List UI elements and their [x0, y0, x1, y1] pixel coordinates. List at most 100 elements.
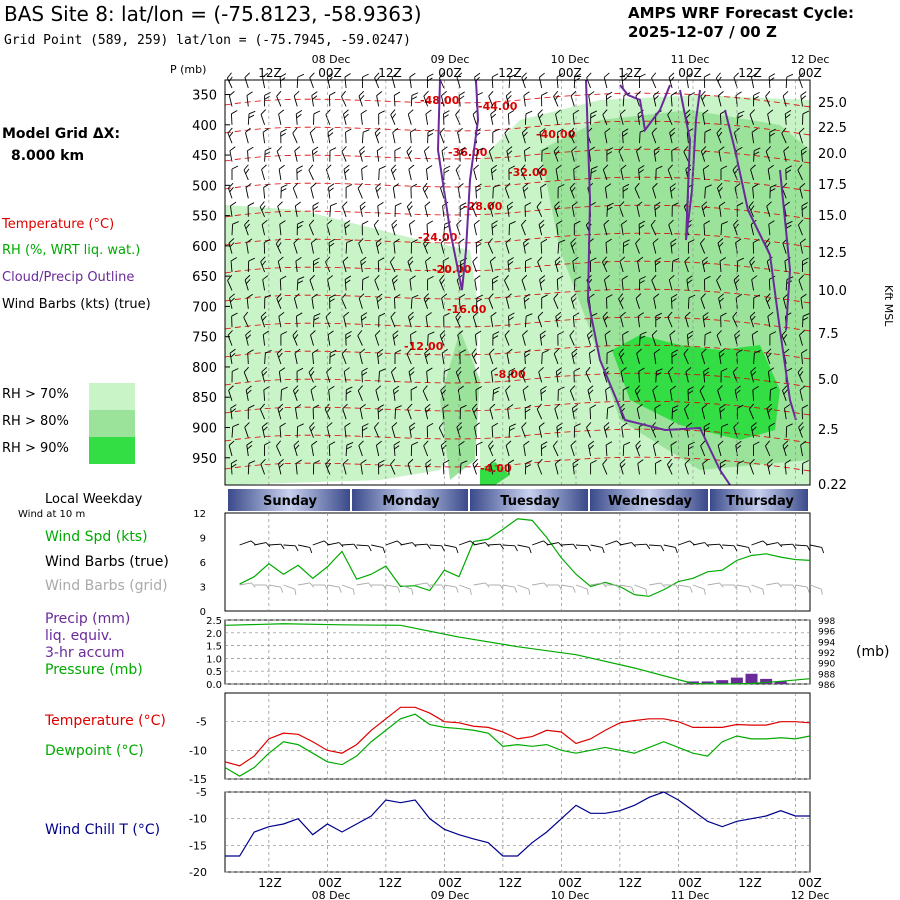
wind-barb-shaft [604, 132, 608, 144]
wind-barb [539, 128, 546, 144]
wind-barb-shaft [475, 187, 477, 199]
wind-barb-flag [296, 367, 304, 372]
wind-barb [505, 440, 512, 457]
wind-barb-flag [244, 219, 250, 226]
wind-barb [671, 147, 678, 162]
wind-barb-shaft [668, 279, 673, 291]
wind-barb-shaft [280, 389, 282, 401]
wind-barb-shaft [507, 113, 510, 125]
wind-barb-flag [329, 147, 337, 152]
wind-barb-flag [508, 312, 515, 317]
wind-barb-shaft [361, 371, 363, 383]
wind-barb-shaft [521, 224, 526, 236]
wind-barb [344, 220, 351, 236]
wind-barb-shaft [508, 426, 511, 438]
wind-barb [359, 403, 366, 420]
weekday-label: Tuesday [500, 494, 560, 509]
wind-barb-flag [379, 368, 386, 372]
wind-barb-flag [425, 312, 432, 317]
wind-barb-flag [602, 164, 609, 170]
wind-barb [619, 458, 626, 475]
wind-barb-flag [375, 76, 380, 82]
wind-barb [569, 385, 576, 401]
wind-barb-shaft [359, 408, 363, 420]
wind-barb [409, 275, 416, 291]
wind-barb [230, 201, 237, 217]
temperature-contour [224, 92, 811, 108]
surface-wind-barb-shaft [692, 542, 705, 546]
wind-barb-flag [735, 440, 742, 446]
grid-wind-barb-flag [806, 586, 810, 593]
wind-barb [621, 422, 628, 438]
wind-barb-flag [786, 73, 794, 78]
wind-barb [458, 91, 465, 107]
wind-barb-shaft [423, 243, 429, 254]
wind-barb [606, 202, 614, 217]
wind-barb [639, 73, 646, 88]
wind-barb-flag [557, 275, 564, 280]
top-date-label: 12 Dec [791, 53, 830, 66]
wind-barb-flag [278, 352, 283, 358]
weekday-label: Monday [382, 494, 440, 509]
wind-barb-shaft [230, 463, 233, 475]
wind-barb [571, 201, 578, 217]
wind-barb-shaft [752, 389, 755, 401]
wind-barb-flag [490, 109, 497, 115]
surface-wind-barb [254, 542, 271, 548]
wind-barb-flag [651, 330, 658, 336]
wind-barb [654, 201, 661, 217]
wind-barb-shaft [800, 95, 803, 107]
wind-barb-flag [734, 330, 741, 336]
wind-barb-shaft [765, 445, 771, 457]
wind-barb [458, 293, 466, 309]
wind-barb-shaft [556, 77, 559, 89]
wind-barb [752, 386, 759, 401]
wind-barb-shaft [260, 463, 266, 475]
wind-barb [504, 330, 510, 346]
wind-barb [700, 293, 706, 309]
wind-barb [720, 423, 729, 438]
wind-barb-flag [410, 183, 418, 188]
wind-barb-flag [422, 182, 428, 189]
bottom-time-tick: 12Z [618, 876, 642, 890]
wind-barb [520, 366, 526, 383]
wind-barb-shaft [749, 261, 755, 273]
wind-barb [553, 293, 559, 309]
wind-barb [390, 164, 397, 181]
wind-barb-shaft [556, 426, 559, 438]
wind-barb-flag [590, 169, 597, 174]
wind-barb-flag [656, 368, 663, 372]
wind-barb-flag [537, 311, 544, 318]
wind-barb-flag [477, 147, 484, 152]
wind-barb [537, 109, 544, 125]
wind-barb [586, 422, 592, 438]
wind-barb [423, 90, 429, 107]
wind-barb-flag [703, 371, 709, 376]
wind-barb-flag [700, 90, 706, 97]
wind-barb [361, 220, 369, 236]
wind-barb-shaft [458, 95, 461, 107]
wind-barb-flag [670, 238, 677, 244]
grid-wind-barb-flag [820, 589, 823, 595]
surface-wind-barb-shaft [502, 544, 515, 547]
wind-barb-shaft [427, 334, 429, 346]
wind-barb-shaft [637, 316, 640, 328]
wind-barb-shaft [279, 426, 282, 438]
wind-barb-flag [313, 460, 320, 464]
wind-barb-flag [297, 276, 305, 280]
wind-barb [590, 166, 598, 181]
wind-barb [716, 274, 722, 291]
wind-barb-flag [768, 73, 776, 78]
wind-barb-flag [635, 238, 641, 244]
wind-barb-shaft [798, 132, 803, 144]
wind-barb-flag [572, 256, 579, 262]
grid-wind-barb-shaft [634, 584, 646, 590]
wind-barb [231, 165, 239, 180]
wind-barb-flag [261, 205, 266, 211]
wind-barb-flag [226, 72, 232, 79]
wind-barb-flag [247, 349, 254, 354]
wind-barb-shaft [359, 205, 363, 217]
wind-barb [294, 348, 301, 365]
wind-barb-shaft [716, 280, 722, 291]
wind-barb-flag [683, 348, 689, 355]
